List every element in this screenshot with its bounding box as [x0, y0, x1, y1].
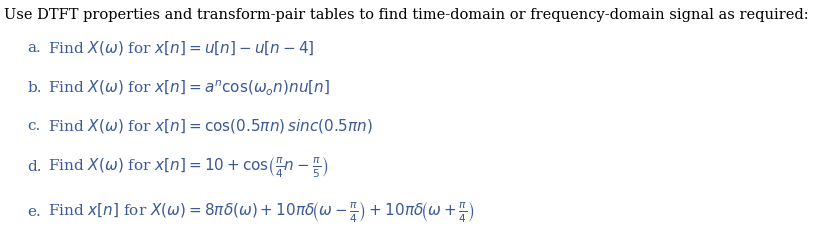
Text: a.: a. — [28, 41, 41, 55]
Text: Find $X(\omega)$ for $x[n] = \cos(0.5\pi n)\,sinc(0.5\pi n)$: Find $X(\omega)$ for $x[n] = \cos(0.5\pi… — [48, 117, 373, 135]
Text: Find $X(\omega)$ for $x[n] = 10 + \cos\!\left(\frac{\pi}{4}n - \frac{\pi}{5}\rig: Find $X(\omega)$ for $x[n] = 10 + \cos\!… — [48, 154, 328, 179]
Text: Find $x[n]$ for $X(\omega) = 8\pi\delta(\omega) + 10\pi\delta\!\left(\omega - \f: Find $x[n]$ for $X(\omega) = 8\pi\delta(… — [48, 199, 475, 224]
Text: Use DTFT properties and transform-pair tables to find time-domain or frequency-d: Use DTFT properties and transform-pair t… — [4, 8, 808, 22]
Text: c.: c. — [28, 118, 41, 132]
Text: e.: e. — [28, 205, 41, 219]
Text: Find $X(\omega)$ for $x[n] = u[n] - u[n-4]$: Find $X(\omega)$ for $x[n] = u[n] - u[n-… — [48, 39, 315, 57]
Text: Find $X(\omega)$ for $x[n] = a^n\cos(\omega_o n)nu[n]$: Find $X(\omega)$ for $x[n] = a^n\cos(\om… — [48, 78, 330, 97]
Text: d.: d. — [28, 160, 41, 174]
Text: b.: b. — [28, 81, 41, 95]
